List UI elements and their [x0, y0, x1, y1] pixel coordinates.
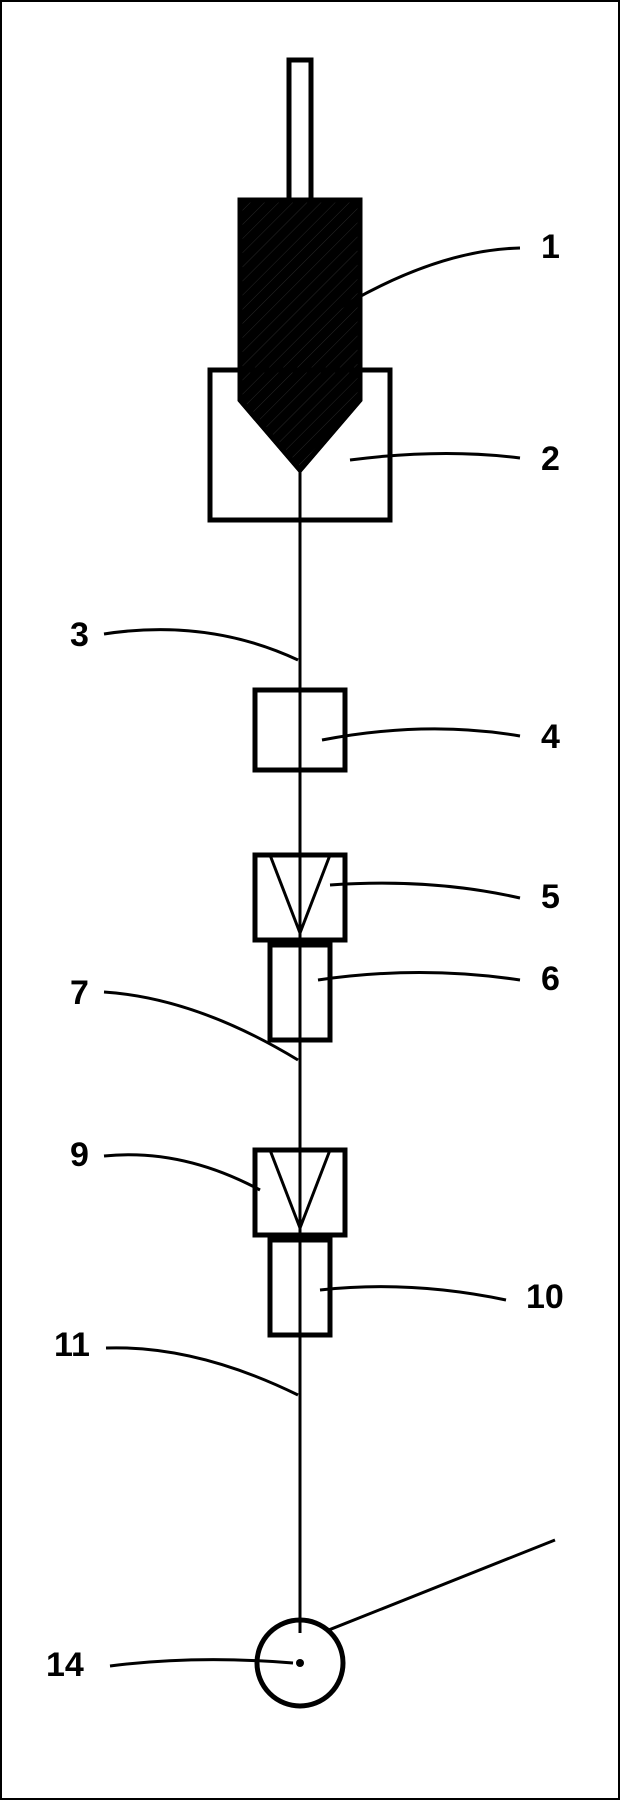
preform-rod: [289, 60, 311, 200]
label-14: 14: [46, 1646, 84, 1684]
leader-2: [350, 453, 520, 460]
preform-body-fill: [240, 200, 360, 470]
leader-6: [318, 973, 520, 981]
leader-14: [110, 1660, 293, 1666]
leader-10: [320, 1287, 506, 1300]
coating-die-1-funnel-right: [300, 855, 330, 933]
label-4: 4: [541, 718, 560, 756]
leader-3: [104, 630, 298, 660]
coating-die-2-funnel-right: [300, 1150, 330, 1228]
label-1: 1: [541, 228, 560, 266]
capstan-hub: [296, 1659, 304, 1667]
label-3: 3: [70, 616, 89, 654]
label-5: 5: [541, 878, 560, 916]
leader-4: [322, 729, 520, 740]
label-2: 2: [541, 440, 560, 478]
leader-9: [104, 1155, 260, 1190]
label-6: 6: [541, 960, 560, 998]
label-10: 10: [526, 1278, 564, 1316]
label-9: 9: [70, 1136, 89, 1174]
leader-11: [106, 1348, 298, 1395]
leader-5: [330, 883, 520, 898]
fiber-outgoing: [328, 1540, 555, 1630]
label-11: 11: [54, 1326, 90, 1364]
coating-die-2-funnel-left: [270, 1150, 300, 1228]
coating-die-1-funnel-left: [270, 855, 300, 933]
label-7: 7: [70, 974, 89, 1012]
